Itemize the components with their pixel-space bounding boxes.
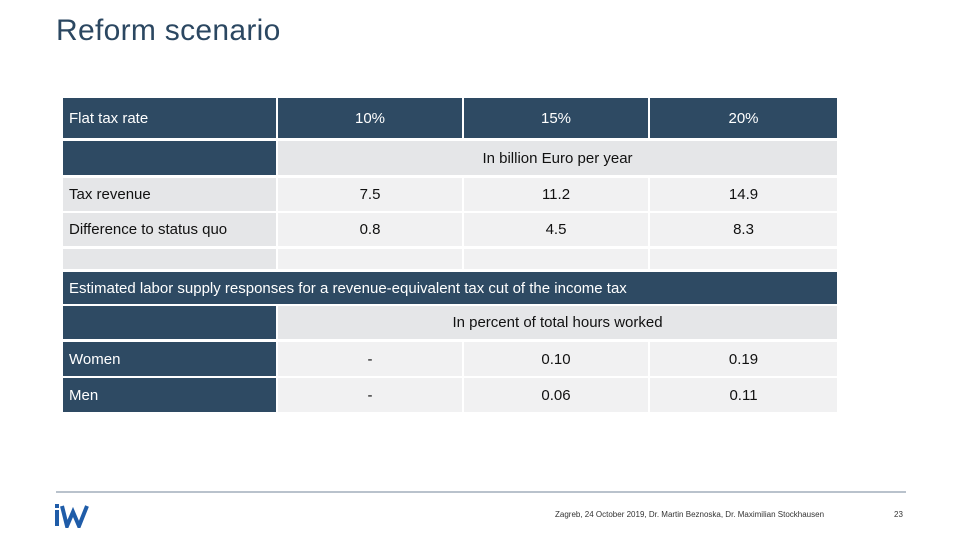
- unit-note-billion-euro: In billion Euro per year: [278, 141, 837, 175]
- row-label-women: Women: [63, 342, 276, 376]
- row-label-difference: Difference to status quo: [63, 213, 276, 246]
- tax-revenue-15: 11.2: [464, 178, 648, 211]
- women-20: 0.19: [650, 342, 837, 376]
- men-15: 0.06: [464, 378, 648, 412]
- difference-10: 0.8: [278, 213, 462, 246]
- spacer-cell: [464, 249, 648, 269]
- unit-note-percent-hours: In percent of total hours worked: [278, 306, 837, 339]
- unit-row-label-cell: [63, 141, 276, 175]
- difference-20: 8.3: [650, 213, 837, 246]
- women-15: 0.10: [464, 342, 648, 376]
- spacer-cell: [278, 249, 462, 269]
- iw-logo-icon: [55, 504, 89, 528]
- women-10: -: [278, 342, 462, 376]
- spacer-cell: [650, 249, 837, 269]
- row-label-men: Men: [63, 378, 276, 412]
- men-20: 0.11: [650, 378, 837, 412]
- tax-revenue-10: 7.5: [278, 178, 462, 211]
- spacer-cell: [63, 249, 276, 269]
- difference-15: 4.5: [464, 213, 648, 246]
- row-label-tax-revenue: Tax revenue: [63, 178, 276, 211]
- footer-divider: [56, 491, 906, 493]
- slide-title: Reform scenario: [56, 14, 281, 47]
- header-flat-tax-rate: Flat tax rate: [63, 98, 276, 138]
- header-col-15: 15%: [464, 98, 648, 138]
- footer-text: Zagreb, 24 October 2019, Dr. Martin Bezn…: [555, 510, 825, 519]
- labor-supply-heading: Estimated labor supply responses for a r…: [63, 272, 837, 304]
- header-col-10: 10%: [278, 98, 462, 138]
- page-number: 23: [894, 510, 903, 519]
- tax-revenue-20: 14.9: [650, 178, 837, 211]
- header-col-20: 20%: [650, 98, 837, 138]
- men-10: -: [278, 378, 462, 412]
- unit-row-label-cell: [63, 306, 276, 339]
